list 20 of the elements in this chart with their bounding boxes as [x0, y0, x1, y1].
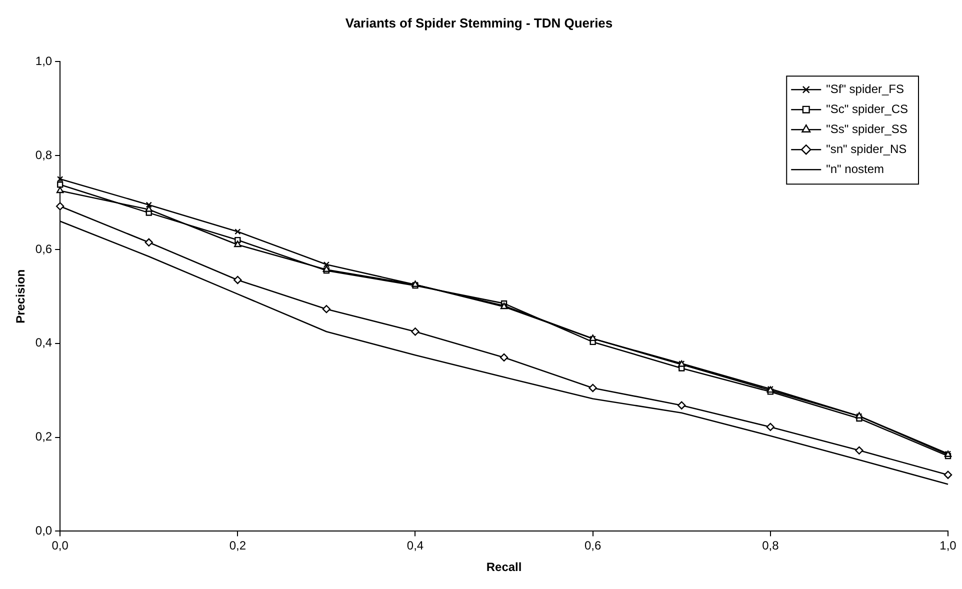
legend-label: "Ss" spider_SS — [826, 122, 908, 136]
legend-label: "Sf" spider_FS — [826, 82, 904, 96]
x-tick-label: 0,6 — [584, 538, 602, 553]
legend-label: "sn" spider_NS — [826, 142, 907, 156]
x-tick-label: 0,2 — [229, 538, 246, 553]
y-tick-label: 0,6 — [35, 242, 52, 256]
y-tick-label: 0,8 — [35, 148, 52, 162]
x-tick-label: 0,8 — [762, 538, 780, 553]
legend-label: "Sc" spider_CS — [826, 102, 908, 116]
y-tick-label: 0,2 — [35, 430, 52, 444]
x-tick-label: 1,0 — [940, 538, 957, 553]
y-tick-label: 0,0 — [35, 524, 52, 538]
y-tick-label: 0,4 — [35, 336, 52, 350]
x-tick-label: 0,0 — [52, 538, 69, 553]
y-axis-title: Precision — [14, 269, 28, 324]
chart-title: Variants of Spider Stemming - TDN Queries — [345, 15, 613, 30]
y-tick-label: 1,0 — [35, 54, 52, 68]
legend-label: "n" nostem — [826, 162, 884, 176]
x-axis-title: Recall — [486, 560, 522, 574]
x-tick-label: 0,4 — [406, 538, 424, 553]
